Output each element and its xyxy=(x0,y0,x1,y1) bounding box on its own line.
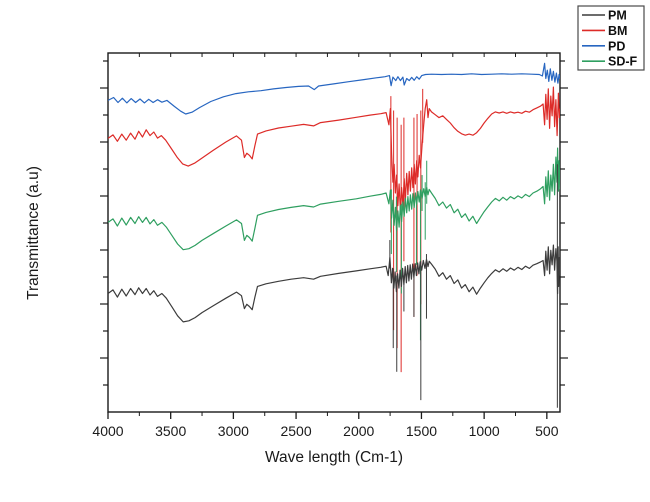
x-axis-title: Wave length (Cm-1) xyxy=(265,449,403,466)
x-tick-label: 2500 xyxy=(280,423,311,439)
legend-entry-label-sd-f: SD-F xyxy=(608,55,638,69)
legend-entry-label-pm: PM xyxy=(608,9,627,23)
spectra-curves xyxy=(108,62,560,408)
x-tick-label: 4000 xyxy=(92,423,123,439)
series-pm-curve xyxy=(108,244,560,323)
x-tick-label: 3000 xyxy=(218,423,249,439)
legend-entry-label-pd: PD xyxy=(608,39,625,53)
axis-tick-labels: 4000 3500 3000 2500 2000 1500 1000 500 xyxy=(92,423,558,439)
series-pd-curve xyxy=(108,62,560,115)
x-tick-label: 1500 xyxy=(406,423,437,439)
legend-entry-label-bm: BM xyxy=(608,24,627,38)
x-tick-label: 2000 xyxy=(343,423,374,439)
legend-box xyxy=(577,5,645,71)
x-tick-label: 1000 xyxy=(469,423,500,439)
plot-border xyxy=(107,52,561,413)
series-sd-f-curve xyxy=(108,147,560,251)
series-bm-curve xyxy=(108,86,560,212)
y-axis-title: Transmittance (a.u) xyxy=(25,166,42,300)
x-tick-label: 3500 xyxy=(155,423,186,439)
x-tick-label: 500 xyxy=(535,423,559,439)
axis-ticks xyxy=(100,53,568,419)
plot-frame xyxy=(107,52,561,413)
